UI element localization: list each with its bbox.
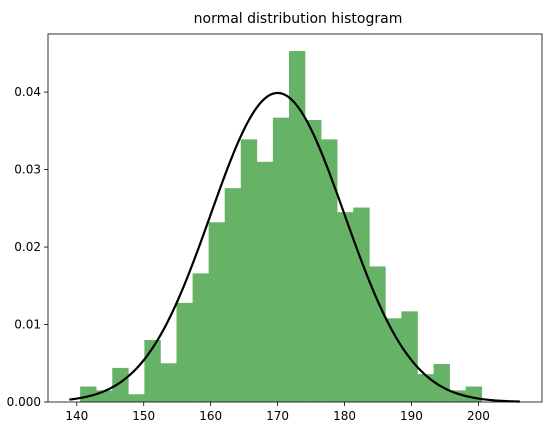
x-tick-label: 140 <box>65 409 88 423</box>
y-tick-label: 0.04 <box>14 85 41 99</box>
y-tick-label: 0.03 <box>14 163 41 177</box>
histogram-bars <box>80 51 483 403</box>
histogram-bar <box>305 119 322 402</box>
histogram-bar <box>128 394 145 402</box>
x-tick-label: 200 <box>467 409 490 423</box>
histogram-bar <box>337 212 354 402</box>
chart-title: normal distribution histogram <box>194 11 403 27</box>
y-tick-label: 0.02 <box>14 240 41 254</box>
histogram-bar <box>240 139 258 403</box>
histogram-bar <box>321 139 338 403</box>
y-axis: 0.000 0.01 0.02 0.03 0.04 <box>7 85 48 409</box>
histogram-bar <box>208 222 226 402</box>
histogram-bar <box>417 374 434 402</box>
histogram-bar <box>272 117 290 403</box>
normal-pdf-curve <box>69 91 520 403</box>
histogram-bar <box>192 273 209 402</box>
x-tick-label: 160 <box>199 409 222 423</box>
plot-frame <box>47 33 543 403</box>
x-tick-label: 180 <box>333 409 356 423</box>
y-tick-label: 0.01 <box>14 318 41 332</box>
x-axis: 140 150 160 170 180 190 200 <box>65 402 490 423</box>
histogram-bar <box>224 188 242 402</box>
histogram-bar <box>160 363 177 402</box>
histogram-bar <box>449 390 466 402</box>
x-tick-label: 170 <box>266 409 289 423</box>
y-tick-label: 0.000 <box>7 395 41 409</box>
x-tick-label: 190 <box>400 409 423 423</box>
histogram-bar <box>176 302 193 402</box>
histogram-bar <box>369 266 386 402</box>
histogram-bar <box>96 390 113 402</box>
histogram-bar <box>353 207 370 402</box>
histogram-bar <box>433 364 450 402</box>
histogram-bar <box>112 367 129 402</box>
x-tick-label: 150 <box>132 409 155 423</box>
histogram-bar <box>288 51 306 402</box>
histogram-bar <box>256 161 274 402</box>
